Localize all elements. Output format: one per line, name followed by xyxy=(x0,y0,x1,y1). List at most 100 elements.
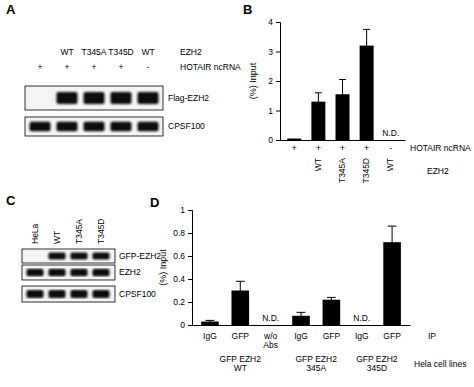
axis-title: EZH2 xyxy=(427,166,449,176)
tick-mark xyxy=(188,256,192,257)
band xyxy=(110,92,131,104)
lane-label: T345D xyxy=(96,218,106,244)
error-cap xyxy=(388,226,397,227)
error-stem xyxy=(301,312,302,319)
tick-label: 1 xyxy=(268,106,273,116)
tick: IgG xyxy=(355,325,369,341)
band xyxy=(48,253,65,260)
error-bar xyxy=(327,297,336,302)
tick-label: T345D xyxy=(361,158,371,184)
tick-label: 0.6 xyxy=(173,251,185,261)
tick-mark xyxy=(276,81,280,82)
band xyxy=(70,290,87,298)
error-bar xyxy=(206,320,215,322)
lane-label: T345A xyxy=(81,47,106,57)
error-bar xyxy=(388,226,397,258)
panel-letter: A xyxy=(6,2,16,17)
tick: 0.6 xyxy=(173,251,192,261)
error-cap xyxy=(363,29,370,30)
tick: w/oAbs xyxy=(263,325,278,350)
tick: 0.4 xyxy=(173,274,192,284)
blot: HeLaWTT345AT345DGFP-EZH2EZH2CPSF100 xyxy=(22,218,161,302)
lane-label: + xyxy=(92,62,97,72)
band xyxy=(26,290,43,298)
band xyxy=(26,269,43,277)
y-axis: 0 0.2 0.4 0.6 0.8 1 xyxy=(173,205,192,330)
error-cap xyxy=(339,79,346,80)
tick-mark xyxy=(188,302,192,303)
y-axis: 01234 xyxy=(268,17,280,145)
tick-label: WT xyxy=(385,158,395,171)
group-label: 345A xyxy=(306,363,326,373)
panel-letter: D xyxy=(150,195,159,210)
tick-label: GFP xyxy=(323,331,341,341)
group-label: 345D xyxy=(367,363,387,373)
plot-area xyxy=(201,226,401,325)
error-cap xyxy=(327,297,336,298)
panel-letter: C xyxy=(6,193,16,208)
lane-label: + xyxy=(119,62,124,72)
band xyxy=(92,269,109,277)
blot-frame xyxy=(25,86,163,110)
error-stem xyxy=(366,29,367,61)
tick: 1 xyxy=(180,205,192,215)
tick-label: 2 xyxy=(268,76,273,86)
tick-label: 0 xyxy=(180,320,185,330)
chart: 01234(%) InputWTT345AT345DWTN.D.++++-HOT… xyxy=(248,17,471,183)
tick-mark xyxy=(188,210,192,211)
tick: GFP xyxy=(383,325,401,341)
error-bar xyxy=(363,29,370,61)
row-cell: + xyxy=(292,143,297,153)
error-bar xyxy=(315,93,322,111)
row-label: CPSF100 xyxy=(168,121,205,131)
tick-label: GFP xyxy=(383,331,401,341)
tick-label: T345A xyxy=(337,158,347,183)
error-cap xyxy=(315,92,322,93)
lane-label: - xyxy=(147,62,150,72)
tick: WT xyxy=(313,140,323,171)
tick-label: w/oAbs xyxy=(263,331,278,350)
blot-frame xyxy=(22,249,115,263)
axis-title: (%) Input xyxy=(248,62,258,99)
lane-label: WT xyxy=(52,231,62,244)
axis-title: (%) Input xyxy=(158,249,168,286)
lane-label: WT xyxy=(141,47,154,57)
band xyxy=(29,122,50,132)
tick-label: 4 xyxy=(268,17,273,27)
row-label: CPSF100 xyxy=(119,289,156,299)
tick-label: 0.4 xyxy=(173,274,185,284)
group-title: Hela cell lines xyxy=(414,359,466,369)
tick-mark xyxy=(188,325,192,326)
blot-frame xyxy=(22,286,115,302)
tick: 4 xyxy=(268,17,280,27)
band xyxy=(56,122,77,132)
annotation: N.D. xyxy=(382,128,399,138)
tick-mark xyxy=(188,279,192,280)
error-bar xyxy=(236,281,245,299)
band xyxy=(70,253,87,260)
band xyxy=(92,290,109,298)
tick-mark xyxy=(188,233,192,234)
band xyxy=(137,92,158,104)
row-cell: + xyxy=(340,143,345,153)
tick: 0 xyxy=(180,320,192,330)
annotation: N.D. xyxy=(262,313,279,323)
tick: 2 xyxy=(268,76,280,86)
blot-frame xyxy=(22,265,115,280)
tick: 0.8 xyxy=(173,228,192,238)
row-cell: + xyxy=(364,143,369,153)
band xyxy=(83,122,104,132)
band xyxy=(48,290,65,298)
chart: 00.20.40.60.81(%) InputIgGGFPw/oAbsIgGGF… xyxy=(158,205,466,373)
row-cell: + xyxy=(316,143,321,153)
tick: T345D xyxy=(361,140,371,184)
tick-label: IgG xyxy=(355,331,369,341)
error-bar xyxy=(339,80,346,110)
tick: 0 xyxy=(268,135,280,145)
tick-label: 0.2 xyxy=(173,297,185,307)
tick-mark xyxy=(276,22,280,23)
row-label: EZH2 xyxy=(180,47,202,57)
blot-frame xyxy=(25,117,163,136)
tick: 0.2 xyxy=(173,297,192,307)
band xyxy=(56,92,77,104)
